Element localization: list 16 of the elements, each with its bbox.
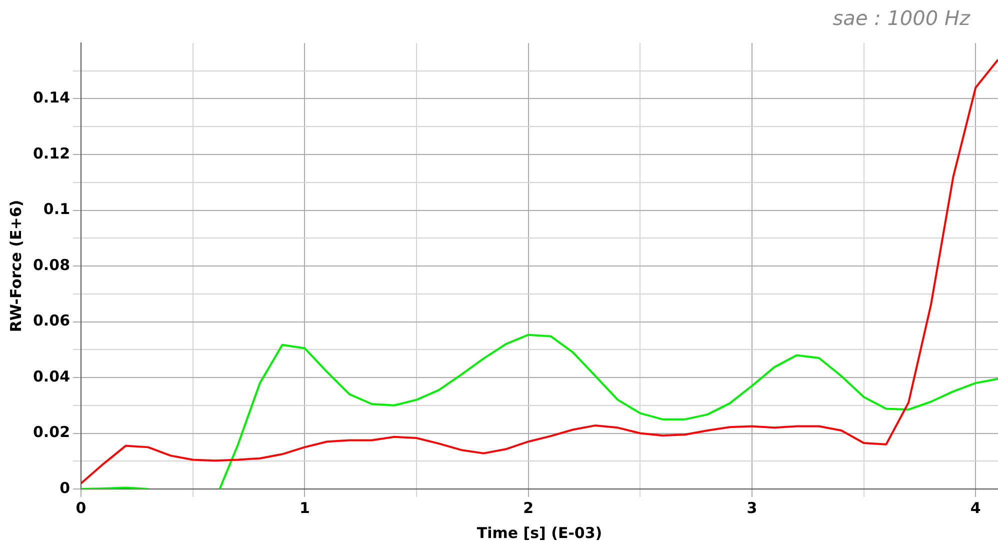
- y-tick-label: 0.08: [32, 256, 70, 274]
- x-tick-label: 3: [746, 498, 758, 517]
- y-tick-label: 0.12: [32, 144, 70, 162]
- y-tick-label: 0.04: [32, 367, 70, 386]
- text: sae : 1000 Hz: [832, 6, 970, 30]
- x-tick-label: 2: [523, 498, 534, 517]
- x-tick-label: 4: [970, 498, 981, 517]
- y-axis-title: RW-Force (E+6): [6, 200, 25, 332]
- x-tick-label: 1: [299, 498, 310, 517]
- y-tick-label: 0.02: [32, 423, 70, 442]
- x-axis-title: Time [s] (E-03): [476, 524, 602, 542]
- y-tick-label: 0.06: [32, 312, 70, 330]
- y-tick-label: 0.1: [43, 200, 70, 218]
- y-tick-label: 0: [60, 478, 70, 497]
- x-tick-label: 0: [76, 498, 86, 517]
- y-tick-label: 0.14: [32, 88, 70, 107]
